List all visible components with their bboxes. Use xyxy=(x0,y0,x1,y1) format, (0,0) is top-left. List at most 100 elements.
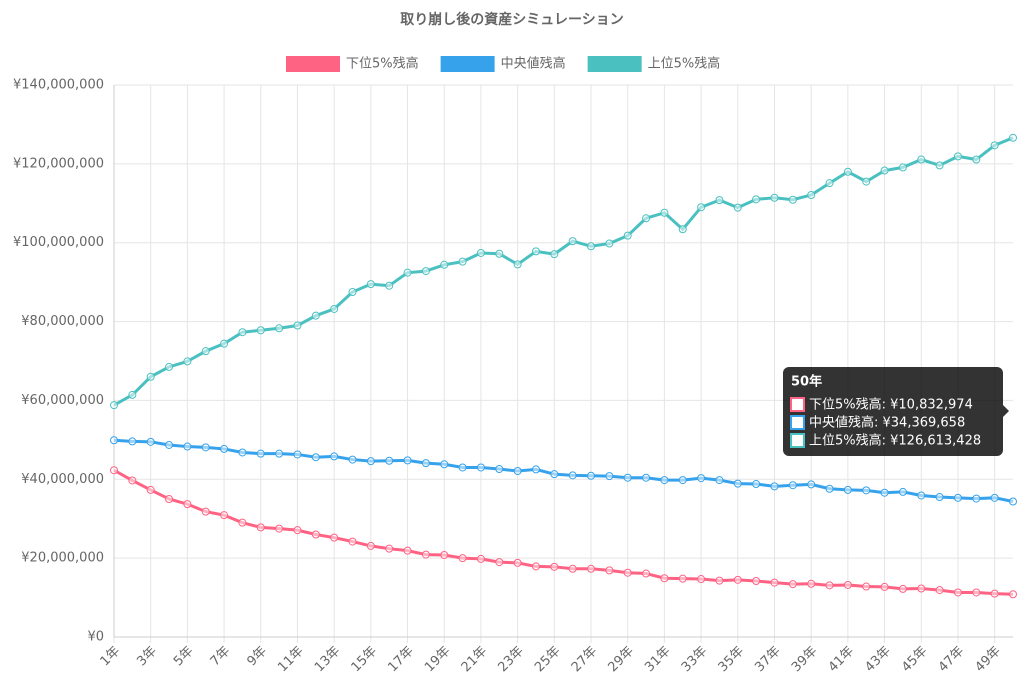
data-point xyxy=(110,401,118,410)
legend: 下位5%残高 中央値残高 上位5%残高 xyxy=(286,56,721,72)
data-point xyxy=(201,443,210,452)
data-point xyxy=(587,471,596,480)
data-point xyxy=(531,562,540,571)
data-point xyxy=(715,476,724,485)
data-point xyxy=(733,575,742,584)
data-point xyxy=(568,564,577,573)
data-point xyxy=(385,544,394,553)
legend-label: 上位5%残高 xyxy=(648,56,721,72)
data-point xyxy=(715,196,724,205)
x-tick-label: 29年 xyxy=(606,644,637,675)
data-point xyxy=(880,582,889,591)
data-point xyxy=(165,362,174,371)
data-point xyxy=(623,231,632,240)
data-point xyxy=(862,582,871,591)
x-tick-label: 45年 xyxy=(899,644,930,675)
data-point xyxy=(752,195,761,204)
y-tick-label: ¥20,000,000 xyxy=(21,551,104,566)
data-point xyxy=(697,474,706,483)
data-point xyxy=(421,267,430,276)
data-point xyxy=(862,177,871,186)
data-point xyxy=(513,467,522,476)
data-point xyxy=(935,493,944,502)
data-point xyxy=(110,436,118,445)
x-tick-label: 23年 xyxy=(495,644,526,675)
x-tick-label: 41年 xyxy=(826,644,857,675)
data-point xyxy=(752,577,761,586)
data-point xyxy=(421,550,430,559)
data-point xyxy=(403,546,412,555)
data-point xyxy=(972,588,981,597)
data-point xyxy=(256,326,265,335)
data-point xyxy=(495,249,504,258)
data-point xyxy=(642,569,651,578)
data-point xyxy=(476,463,485,472)
data-point xyxy=(403,268,412,277)
data-point xyxy=(220,339,229,348)
data-point xyxy=(917,491,926,500)
x-tick-label: 1年 xyxy=(98,644,124,670)
data-point xyxy=(293,450,302,459)
data-point xyxy=(605,239,614,248)
data-point xyxy=(825,581,834,590)
data-point xyxy=(935,586,944,595)
x-tick-label: 7年 xyxy=(208,644,234,670)
y-tick-label: ¥140,000,000 xyxy=(13,78,104,93)
data-point xyxy=(348,288,357,296)
data-point xyxy=(642,214,651,223)
data-point xyxy=(770,482,779,491)
data-point xyxy=(752,480,761,489)
data-point xyxy=(421,459,430,468)
data-point xyxy=(458,257,467,266)
tooltip-caret xyxy=(1003,405,1009,417)
x-tick-label: 27年 xyxy=(569,644,600,675)
x-tick-label: 49年 xyxy=(972,644,1003,675)
data-point xyxy=(990,493,999,502)
data-point xyxy=(366,280,375,289)
data-point xyxy=(990,141,999,150)
data-point xyxy=(697,203,706,212)
data-point xyxy=(898,584,907,593)
data-point xyxy=(293,526,302,535)
data-point xyxy=(220,444,229,453)
data-point xyxy=(715,576,724,585)
data-point xyxy=(513,260,522,269)
y-tick-label: ¥0 xyxy=(87,630,104,645)
data-point xyxy=(146,485,155,494)
data-point xyxy=(165,440,174,449)
data-point xyxy=(385,281,394,290)
data-point xyxy=(366,457,375,466)
y-tick-label: ¥60,000,000 xyxy=(21,393,104,408)
data-point xyxy=(917,584,926,593)
data-point xyxy=(843,167,852,176)
x-tick-label: 47年 xyxy=(936,644,967,675)
data-point xyxy=(385,456,394,465)
y-tick-label: ¥40,000,000 xyxy=(21,472,104,487)
tooltip-title: 50年 xyxy=(791,374,822,390)
data-point xyxy=(366,541,375,550)
legend-swatch xyxy=(587,56,642,72)
data-point xyxy=(183,442,192,451)
x-tick-label: 9年 xyxy=(244,644,270,670)
data-point xyxy=(807,191,816,200)
data-point xyxy=(660,476,669,485)
x-tick-label: 19年 xyxy=(422,644,453,675)
data-point xyxy=(348,455,357,464)
data-point xyxy=(642,473,651,482)
x-tick-label: 5年 xyxy=(171,644,197,670)
data-point xyxy=(495,558,504,567)
data-point xyxy=(825,179,834,188)
data-point xyxy=(476,554,485,563)
tooltip-item: 下位5%残高: ¥10,832,974 xyxy=(809,397,973,413)
x-tick-label: 39年 xyxy=(789,644,820,675)
x-tick-label: 17年 xyxy=(385,644,416,675)
x-tick-label: 37年 xyxy=(752,644,783,675)
y-tick-label: ¥100,000,000 xyxy=(13,235,104,250)
data-point xyxy=(623,568,632,577)
data-point xyxy=(293,321,302,330)
data-point xyxy=(733,203,742,212)
data-point xyxy=(403,456,412,465)
data-point xyxy=(146,372,155,381)
data-point xyxy=(256,449,265,458)
